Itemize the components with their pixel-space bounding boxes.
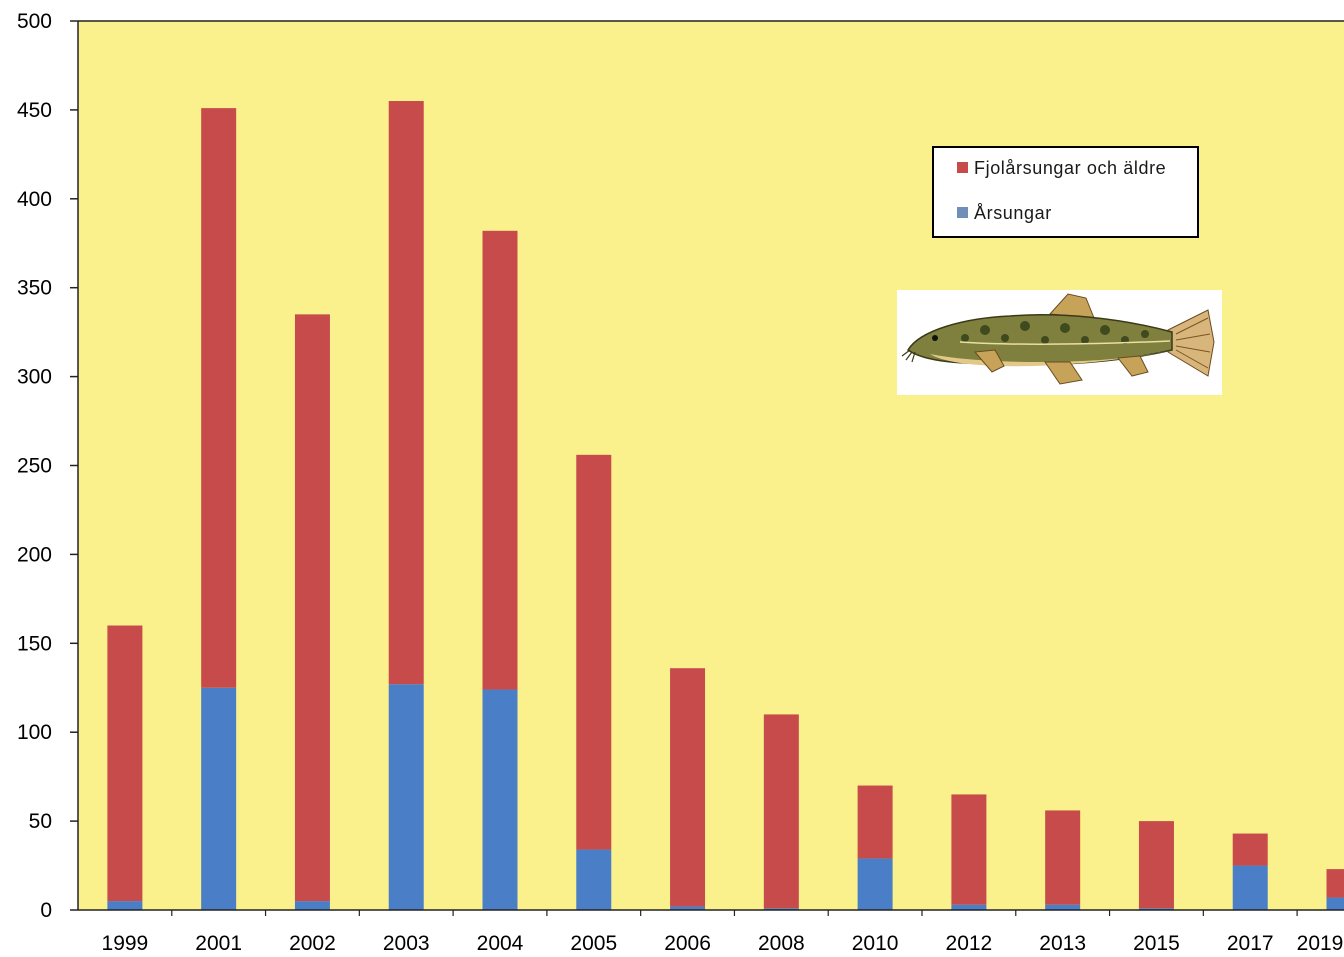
legend-label-arsungar: Årsungar [974, 203, 1052, 223]
bar-2015-fjolarsungar [1138, 821, 1174, 909]
bar-2017-fjolarsungar [1232, 833, 1268, 866]
bar-2004-arsungar [482, 689, 518, 910]
bar-2003-fjolarsungar [388, 101, 424, 685]
bar-2013-arsungar [1045, 904, 1081, 910]
y-axis-ticks: 0 50 100 150 200 250 300 350 400 450 500 [17, 10, 78, 922]
x-tick-label: 2002 [289, 932, 336, 955]
y-tick-label: 500 [17, 10, 52, 33]
legend-label-fjolarsungar: Fjolårsungar och äldre [974, 158, 1166, 178]
bar-2013-fjolarsungar [1045, 810, 1081, 905]
y-tick-label: 350 [17, 277, 52, 300]
bar-2004-fjolarsungar [482, 230, 518, 690]
x-tick-label: 2008 [758, 932, 805, 955]
bar-2012-arsungar [951, 904, 987, 910]
legend-swatch-arsungar [957, 207, 968, 218]
x-tick-label: 2006 [664, 932, 711, 955]
y-tick-label: 100 [17, 721, 52, 744]
bar-2015-arsungar [1138, 908, 1174, 910]
bar-2005-arsungar [576, 849, 612, 910]
bar-1999-arsungar [107, 901, 143, 910]
fish-illustration [897, 290, 1222, 395]
bar-2005-fjolarsungar [576, 454, 612, 850]
legend-box [932, 146, 1199, 238]
x-tick-label: 2001 [195, 932, 242, 955]
bar-2010-fjolarsungar [857, 785, 893, 859]
x-tick-label: 2010 [852, 932, 899, 955]
bar-2012-fjolarsungar [951, 794, 987, 905]
x-tick-label: 2015 [1133, 932, 1180, 955]
y-tick-label: 250 [17, 455, 52, 478]
x-tick-label: 2003 [383, 932, 430, 955]
bar-2017-arsungar [1232, 865, 1268, 910]
bar-1999-fjolarsungar [107, 625, 143, 902]
y-tick-label: 50 [29, 810, 52, 833]
bar-2008-fjolarsungar [763, 714, 799, 909]
x-tick-label: 2012 [946, 932, 993, 955]
y-tick-label: 450 [17, 99, 52, 122]
bar-2001-arsungar [201, 687, 237, 910]
bar-2019-fjolarsungar [1326, 869, 1344, 898]
x-tick-label: 2005 [570, 932, 617, 955]
x-tick-label: 2013 [1039, 932, 1086, 955]
x-tick-label: 2004 [477, 932, 524, 955]
bar-2001-fjolarsungar [201, 108, 237, 688]
bar-2002-fjolarsungar [294, 314, 330, 902]
bar-2019-arsungar [1326, 897, 1344, 910]
bar-2003-arsungar [388, 684, 424, 910]
x-tick-label: 2019 [1297, 932, 1344, 955]
bar-2010-arsungar [857, 858, 893, 910]
bar-2006-arsungar [670, 906, 706, 910]
y-tick-label: 400 [17, 188, 52, 211]
x-axis-ticks: 1999 2001 2002 2003 2004 2005 2006 2008 2010 2012… [102, 910, 1344, 955]
y-tick-label: 300 [17, 366, 52, 389]
legend: Fjolårsungar och äldre Årsungar [932, 146, 1199, 238]
x-tick-label: 2017 [1227, 932, 1274, 955]
bars [107, 101, 1344, 910]
y-tick-label: 150 [17, 632, 52, 655]
x-tick-label: 1999 [102, 932, 149, 955]
y-tick-label: 0 [40, 899, 52, 922]
bar-2008-arsungar [763, 908, 799, 910]
y-tick-label: 200 [17, 543, 52, 566]
legend-swatch-fjolarsungar [957, 162, 968, 173]
bar-2006-fjolarsungar [670, 668, 706, 907]
bar-2002-arsungar [294, 901, 330, 910]
